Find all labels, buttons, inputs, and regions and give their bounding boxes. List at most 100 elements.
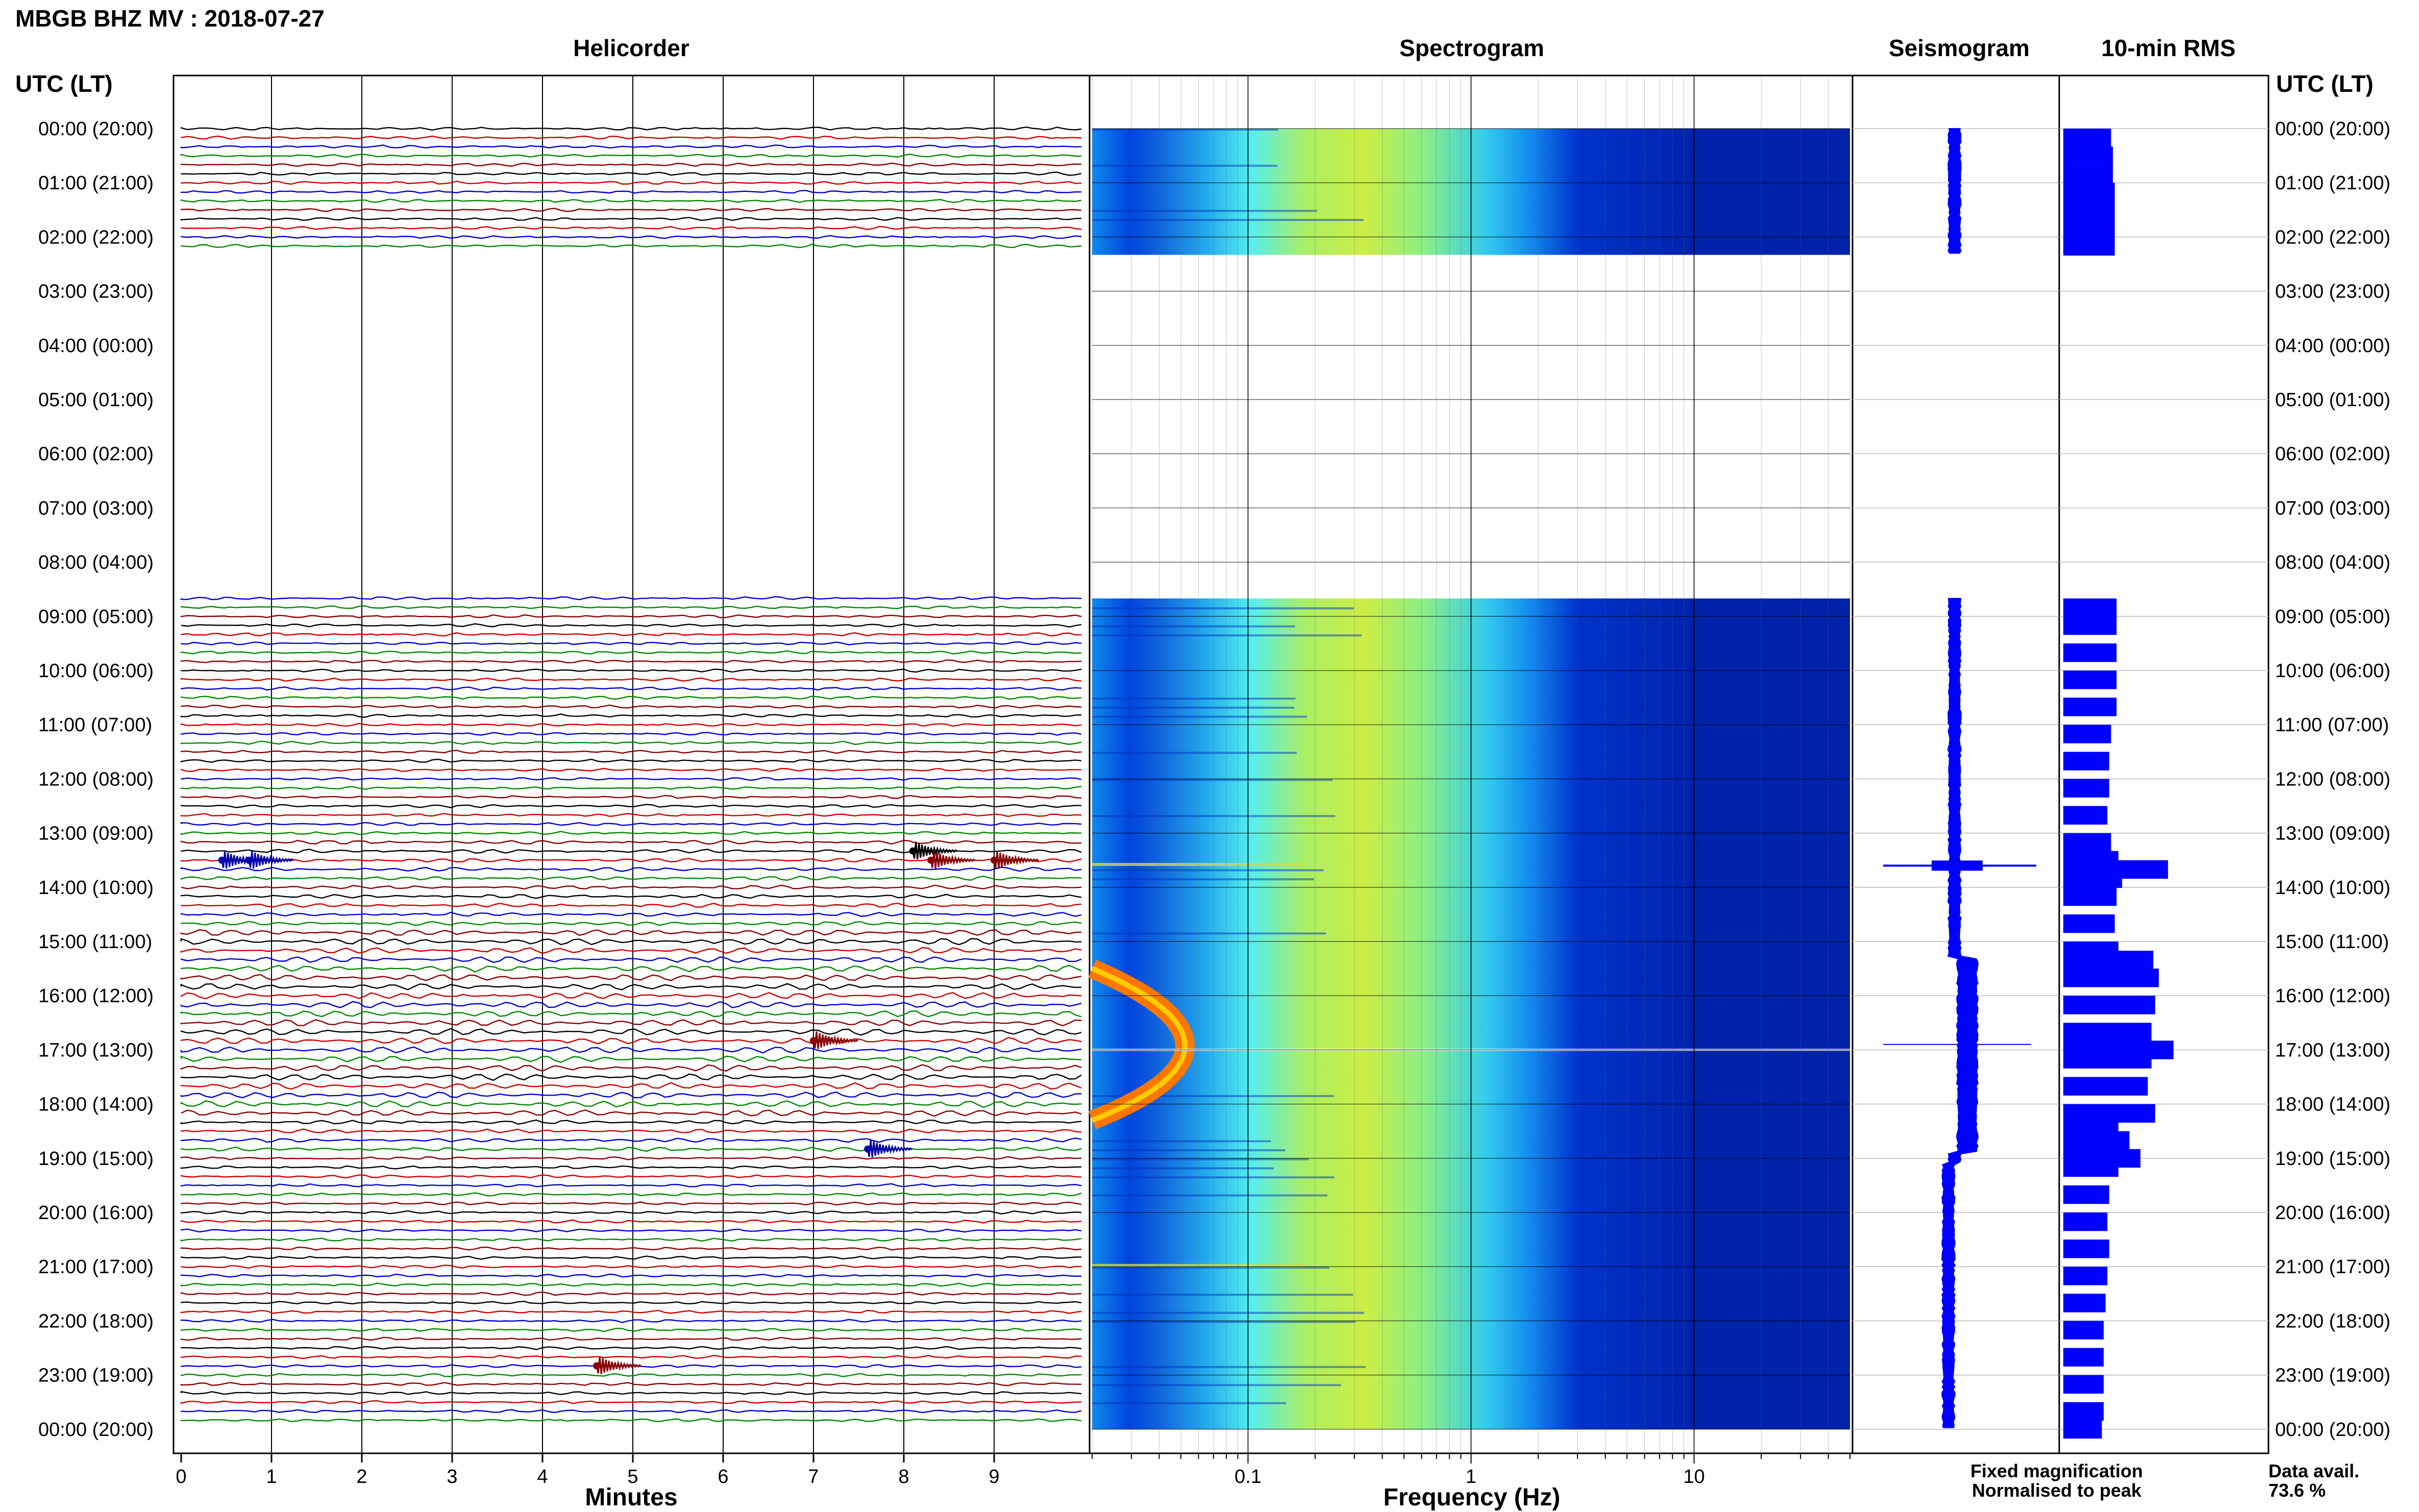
time-label-right-19: 19:00 (15:00) (2275, 1148, 2390, 1170)
helicorder-trace-line (180, 777, 1082, 781)
helicorder-trace-line (180, 822, 1082, 826)
spectrogram-streak (1092, 634, 1362, 637)
helicorder-trace-line (180, 1091, 1082, 1099)
rms-bar-1 (2063, 146, 2113, 165)
helicorder-event-4 (993, 851, 1039, 869)
helicorder-trace-line (180, 1246, 1082, 1251)
rms-bar-19 (2063, 869, 2122, 888)
time-label-left-6: 06:00 (02:00) (38, 443, 154, 465)
time-label-left-16: 16:00 (12:00) (38, 985, 154, 1007)
rms-bar-0 (2063, 129, 2111, 147)
helicorder-frame (172, 75, 1091, 1454)
helicorder-trace-line (180, 767, 1082, 772)
rms-bar-41 (2063, 1348, 2104, 1367)
rms-bar-5 (2063, 219, 2115, 238)
helicorder-trace-line (180, 1327, 1082, 1332)
helicorder-trace-line (180, 921, 1082, 926)
helicorder-trace-line (180, 1028, 1082, 1036)
helicorder-trace-line (180, 1201, 1082, 1206)
spectrogram-streak (1092, 706, 1294, 709)
helicorder-trace-line (180, 208, 1082, 212)
helicorder-trace-line (180, 696, 1082, 700)
spectrogram-streak (1092, 1149, 1286, 1152)
spectrogram-streak (1092, 1158, 1309, 1160)
spectrogram-band-line (1092, 1263, 1306, 1267)
time-label-right-7: 07:00 (03:00) (2275, 498, 2390, 519)
time-label-left-0: 00:00 (20:00) (38, 118, 154, 140)
helicorder-panel: 0 1 2 3 4 5 6 7 8 9 Minutes (172, 75, 1091, 1511)
helicorder-trace-line (180, 983, 1082, 990)
seismogram-spike-core (1932, 860, 1983, 871)
spectrogram-band-line-2 (1092, 863, 1306, 866)
helicorder-trace-line (180, 1146, 1082, 1152)
time-labels-left: 00:00 (20:00) 01:00 (21:00) 02:00 (22:00) 0… (38, 118, 154, 1441)
time-label-left-9: 09:00 (05:00) (38, 606, 154, 628)
rms-bar-40 (2063, 1321, 2104, 1340)
spectrogram-tick-label: 1 (1466, 1466, 1476, 1488)
helicorder-trace-line (180, 964, 1082, 973)
helicorder-x-ticks: 0 1 2 3 4 5 6 7 8 9 (176, 1453, 1000, 1488)
helicorder-trace-line (180, 217, 1082, 221)
rms-bar-31 (2063, 1113, 2118, 1132)
helicorder-tick-label: 7 (808, 1466, 819, 1488)
time-label-left-7: 07:00 (03:00) (38, 498, 154, 519)
helicorder-trace-line (180, 162, 1082, 167)
rms-bar-6 (2063, 237, 2115, 256)
helicorder-trace-line (180, 1400, 1082, 1404)
time-label-right-8: 08:00 (04:00) (2275, 552, 2390, 574)
time-label-left-22: 22:00 (18:00) (38, 1310, 154, 1332)
spectrogram-streak (1092, 129, 1278, 131)
spectrogram-grid (1092, 76, 1850, 1453)
spectrogram-streak (1092, 752, 1297, 754)
spectrogram-streak (1092, 1140, 1271, 1143)
time-label-left-8: 08:00 (04:00) (38, 552, 154, 574)
spectrogram-tick-label: 10 (1683, 1466, 1705, 1488)
spectrogram-xlabel: Frequency (Hz) (1384, 1484, 1561, 1511)
spectrogram-streak (1092, 1321, 1356, 1323)
seismogram-trace-band-0 (1947, 128, 1962, 254)
rms-bar-32 (2063, 1131, 2130, 1150)
helicorder-trace-line (180, 1418, 1082, 1423)
spectrogram-streak (1092, 815, 1336, 817)
rms-bar-26 (2063, 1023, 2152, 1042)
helicorder-event-1 (248, 851, 294, 869)
time-label-left-18: 18:00 (14:00) (38, 1094, 154, 1116)
helicorder-trace-line (180, 992, 1082, 1000)
seismogram-panel (1852, 75, 2060, 1454)
helicorder-tick-label: 8 (898, 1466, 909, 1488)
rms-bar-4 (2063, 201, 2115, 219)
helicorder-trace-line (180, 1001, 1082, 1008)
time-label-left-2: 02:00 (22:00) (38, 227, 154, 248)
helicorder-trace-line (180, 1255, 1081, 1260)
time-label-left-24: 00:00 (20:00) (38, 1419, 154, 1441)
helicorder-trace-line (180, 839, 1082, 845)
helicorder-trace-line (180, 605, 1082, 609)
helicorder-trace-line (180, 786, 1082, 790)
time-label-right-21: 21:00 (17:00) (2275, 1256, 2390, 1278)
rms-bar-34 (2063, 1158, 2118, 1177)
helicorder-trace-line (180, 723, 1082, 727)
helicorder-trace-line (180, 1082, 1082, 1090)
rms-bar-42 (2063, 1375, 2104, 1394)
helicorder-trace-line (180, 1382, 1082, 1386)
helicorder-events (218, 841, 1039, 1374)
time-label-left-17: 17:00 (13:00) (38, 1039, 154, 1061)
spectrogram-streak (1092, 1176, 1335, 1179)
helicorder-trace-line (180, 758, 1082, 763)
time-labels-right: 00:00 (20:00) 01:00 (21:00) 02:00 (22:00) 0… (2275, 118, 2390, 1441)
spectrogram-arc-core (1091, 966, 1188, 1123)
time-label-right-14: 14:00 (10:00) (2275, 877, 2390, 899)
helicorder-trace-line (180, 732, 1082, 736)
spectrogram-streak (1092, 1267, 1329, 1269)
rms-bar-13 (2063, 752, 2109, 771)
spectrogram-tick-label: 0.1 (1235, 1466, 1262, 1488)
helicorder-trace-line (180, 1282, 1082, 1287)
helicorder-trace-line (180, 956, 1082, 963)
helicorder-trace-line (180, 641, 1082, 646)
time-label-left-15: 15:00 (11:00) (38, 931, 152, 953)
time-label-left-23: 23:00 (19:00) (38, 1365, 154, 1386)
time-label-right-22: 22:00 (18:00) (2275, 1310, 2390, 1332)
helicorder-trace-line (180, 235, 1082, 239)
helicorder-event-7 (596, 1356, 642, 1374)
helicorder-trace-line (180, 795, 1082, 799)
